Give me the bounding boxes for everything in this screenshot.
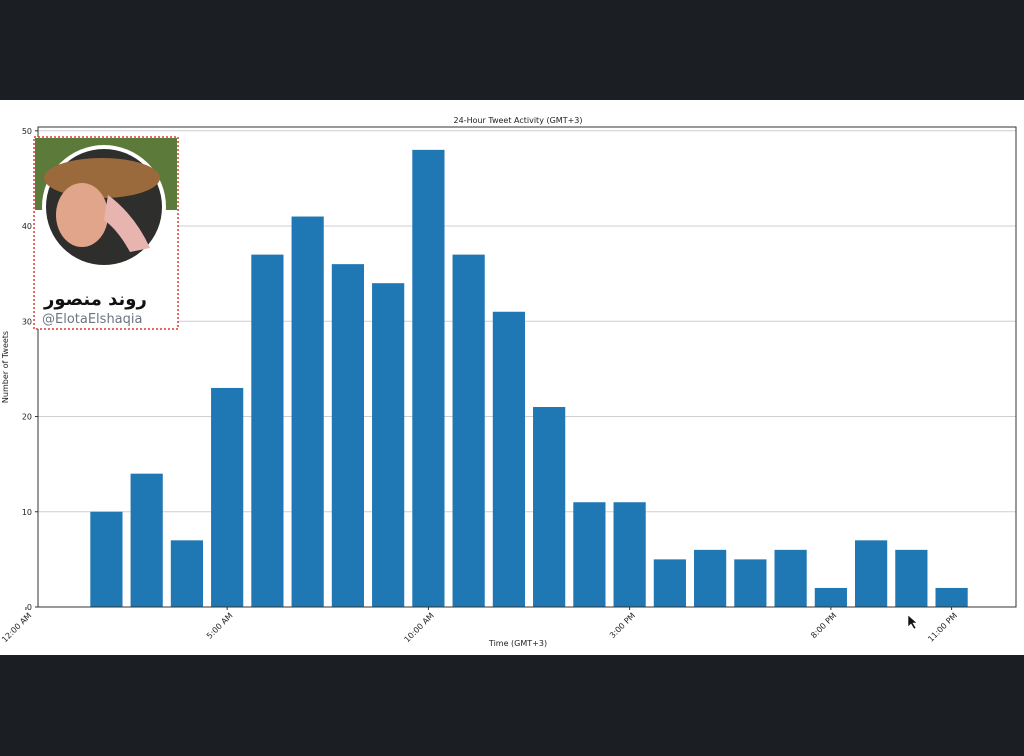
bar xyxy=(331,264,364,607)
bar xyxy=(492,311,525,607)
mouse-cursor xyxy=(907,614,918,630)
bar xyxy=(734,559,767,607)
bar xyxy=(573,502,606,607)
profile-card: روند منصور @ElotaElshaqia xyxy=(33,136,179,330)
chart-title: 24-Hour Tweet Activity (GMT+3) xyxy=(454,116,583,125)
y-tick-label: 20 xyxy=(22,413,32,422)
bar xyxy=(452,254,485,607)
plot-frame xyxy=(37,126,1017,608)
bar xyxy=(613,502,646,607)
avatar-hat xyxy=(44,158,160,198)
avatar-face xyxy=(56,183,108,247)
bar xyxy=(694,549,727,607)
bar xyxy=(814,587,847,607)
profile-handle: @ElotaElshaqia xyxy=(42,312,142,327)
avatar-scarf xyxy=(104,195,150,252)
profile-name: روند منصور xyxy=(43,289,147,310)
bar xyxy=(291,216,324,607)
bar xyxy=(935,587,968,607)
bar xyxy=(774,549,807,607)
bar xyxy=(130,473,163,607)
bar xyxy=(412,149,445,607)
bar xyxy=(895,549,928,607)
bar xyxy=(90,511,123,607)
bar xyxy=(251,254,284,607)
x-axis-label: Time (GMT+3) xyxy=(488,639,547,648)
y-tick-label: 30 xyxy=(22,317,32,326)
bar xyxy=(211,387,244,607)
y-tick-label: 10 xyxy=(22,508,32,517)
y-tick-label: 0 xyxy=(27,603,32,612)
bar xyxy=(653,559,686,607)
y-axis-label: Number of Tweets xyxy=(1,331,10,403)
y-tick-label: 50 xyxy=(22,127,32,136)
bar xyxy=(855,540,888,607)
bar xyxy=(372,283,405,607)
bar xyxy=(170,540,204,607)
y-tick-label: 40 xyxy=(22,222,32,231)
bar xyxy=(533,407,566,607)
